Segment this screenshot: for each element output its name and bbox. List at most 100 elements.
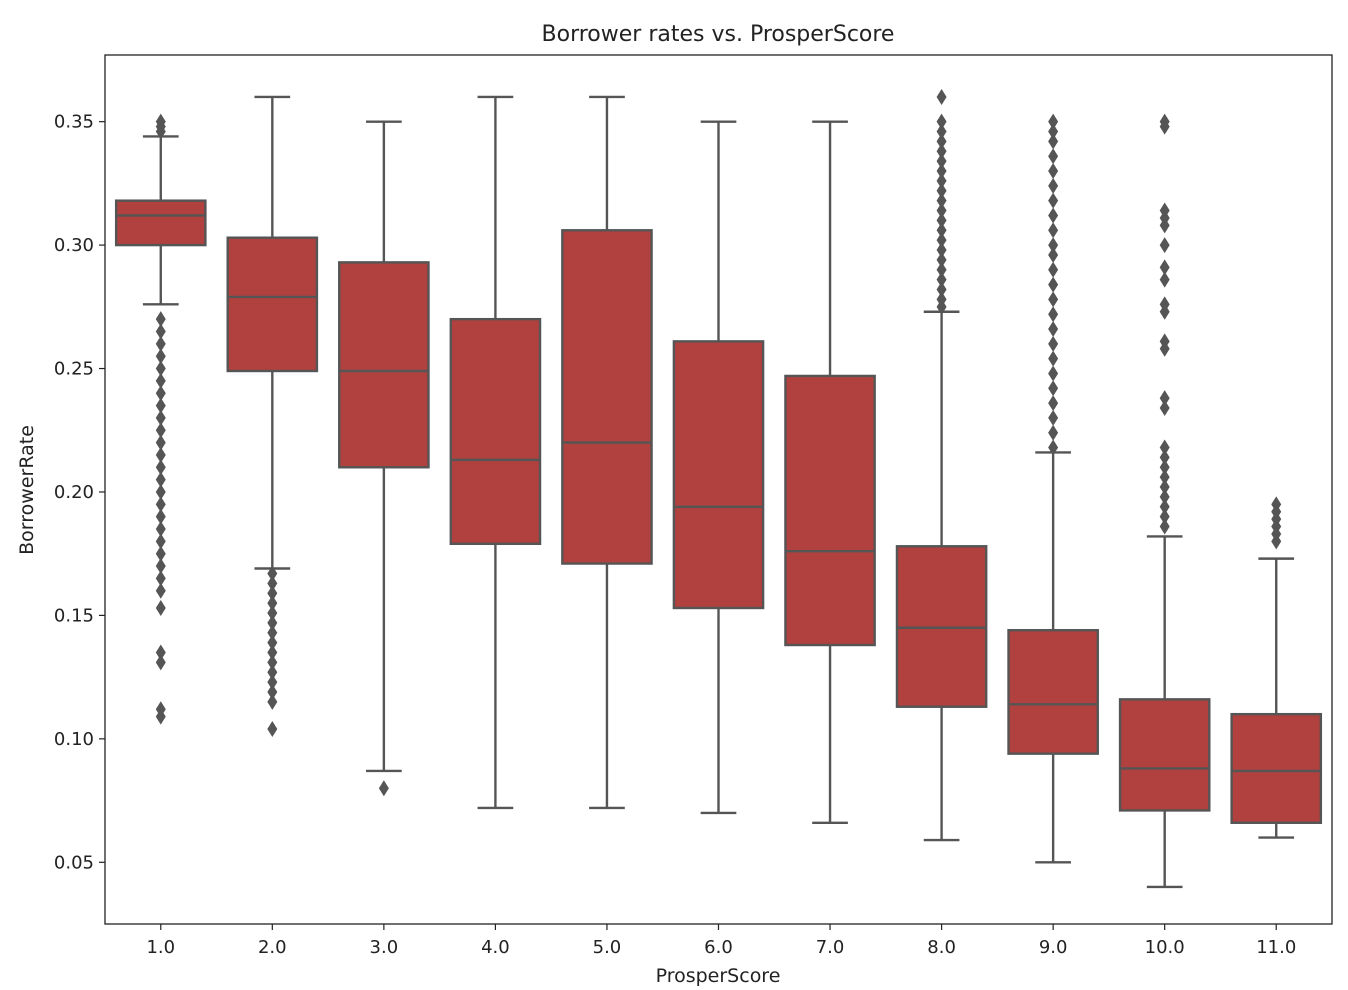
x-axis: 1.0 2.0 3.0 4.0 5.0 6.0 7.0 8.0 9.0 10.0 11.0 xyxy=(146,924,1296,958)
box-group xyxy=(1007,113,1099,864)
outlier-point xyxy=(155,311,166,328)
outlier-point xyxy=(936,298,947,315)
outlier-point xyxy=(936,123,947,140)
outlier-point xyxy=(1159,518,1170,535)
outlier-point xyxy=(1048,148,1059,165)
outlier-point xyxy=(1048,291,1059,308)
outlier-point xyxy=(155,654,166,671)
outlier-point xyxy=(267,585,278,602)
x-tick-label: 10.0 xyxy=(1145,937,1185,958)
outlier-point xyxy=(1048,237,1059,254)
outlier-point xyxy=(155,348,166,365)
y-tick-label: 0.25 xyxy=(54,359,94,380)
outlier-point xyxy=(936,261,947,278)
outlier-point xyxy=(155,521,166,537)
outlier-point xyxy=(936,143,947,160)
outlier-point xyxy=(1048,409,1059,426)
y-axis: 0.05 0.10 0.15 0.20 0.25 0.30 0.35 xyxy=(54,112,105,873)
outlier-point xyxy=(1048,306,1059,323)
box-group xyxy=(1118,113,1211,889)
outlier-point xyxy=(267,693,278,710)
outlier-point xyxy=(155,422,166,439)
box-group xyxy=(1230,496,1323,839)
outlier-point xyxy=(1271,533,1282,550)
outlier-point xyxy=(1159,459,1170,476)
x-tick-label: 7.0 xyxy=(816,937,845,958)
outlier-point xyxy=(1159,508,1170,525)
x-tick-label: 8.0 xyxy=(927,937,956,958)
y-tick-label: 0.10 xyxy=(54,729,94,750)
outlier-point xyxy=(936,153,947,170)
outlier-point xyxy=(155,545,166,562)
outlier-point xyxy=(1048,365,1059,382)
outlier-point xyxy=(1048,113,1059,130)
outlier-point xyxy=(1048,222,1059,239)
outlier-point xyxy=(155,323,166,340)
box-group xyxy=(114,113,207,725)
outlier-point xyxy=(267,683,278,700)
outlier-point xyxy=(1159,118,1170,135)
outlier-point xyxy=(267,595,278,612)
outlier-point xyxy=(1048,439,1059,456)
outlier-point xyxy=(267,624,278,641)
outlier-point xyxy=(155,570,166,587)
outlier-point xyxy=(155,397,166,414)
x-tick-label: 3.0 xyxy=(370,937,399,958)
outlier-point xyxy=(1159,237,1170,254)
outlier-point xyxy=(1159,390,1170,407)
outlier-point xyxy=(155,434,166,451)
box-group xyxy=(561,95,653,810)
x-tick-label: 5.0 xyxy=(593,937,622,958)
outlier-point xyxy=(1048,163,1059,180)
outlier-point xyxy=(155,582,166,599)
y-tick-label: 0.30 xyxy=(54,235,94,256)
outlier-point xyxy=(1048,261,1059,278)
outlier-point xyxy=(1159,469,1170,486)
chart-title: Borrower rates vs. ProsperScore xyxy=(542,22,895,47)
box-iqr xyxy=(784,374,876,647)
box-group xyxy=(226,95,319,737)
outlier-point xyxy=(155,372,166,389)
x-tick-label: 6.0 xyxy=(704,937,733,958)
outlier-point xyxy=(936,113,947,130)
outlier-point xyxy=(936,133,947,150)
x-tick-label: 11.0 xyxy=(1256,937,1296,958)
outlier-point xyxy=(267,720,278,737)
outlier-point xyxy=(1048,133,1059,150)
outlier-point xyxy=(936,212,947,229)
outlier-point xyxy=(936,222,947,239)
outlier-point xyxy=(936,281,947,298)
box-iqr xyxy=(1118,698,1211,812)
outlier-point xyxy=(1048,177,1059,194)
outlier-point xyxy=(155,360,166,377)
outlier-point xyxy=(267,654,278,671)
box-iqr xyxy=(895,545,988,708)
outlier-point xyxy=(155,644,166,661)
x-tick-label: 9.0 xyxy=(1039,937,1068,958)
outlier-point xyxy=(1159,259,1170,276)
outlier-point xyxy=(1048,424,1059,441)
y-axis-label: BorrowerRate xyxy=(16,425,38,555)
outlier-point xyxy=(267,604,278,621)
outlier-point xyxy=(1159,271,1170,288)
outlier-point xyxy=(936,172,947,189)
outlier-point xyxy=(155,446,166,463)
outlier-point xyxy=(1048,395,1059,412)
outlier-point xyxy=(155,459,166,476)
outlier-point xyxy=(155,708,166,725)
outlier-point xyxy=(378,780,389,797)
outlier-point xyxy=(155,483,166,500)
box-iqr xyxy=(561,229,653,565)
outlier-point xyxy=(267,634,278,651)
outlier-point xyxy=(936,232,947,249)
plot-area xyxy=(114,88,1323,889)
outlier-point xyxy=(936,182,947,199)
outlier-point xyxy=(1159,498,1170,515)
box-iqr xyxy=(672,340,765,610)
outlier-point xyxy=(155,123,166,140)
outlier-point xyxy=(936,242,947,259)
outlier-point xyxy=(1048,123,1059,140)
outlier-point xyxy=(155,496,166,513)
box-iqr xyxy=(114,199,207,247)
